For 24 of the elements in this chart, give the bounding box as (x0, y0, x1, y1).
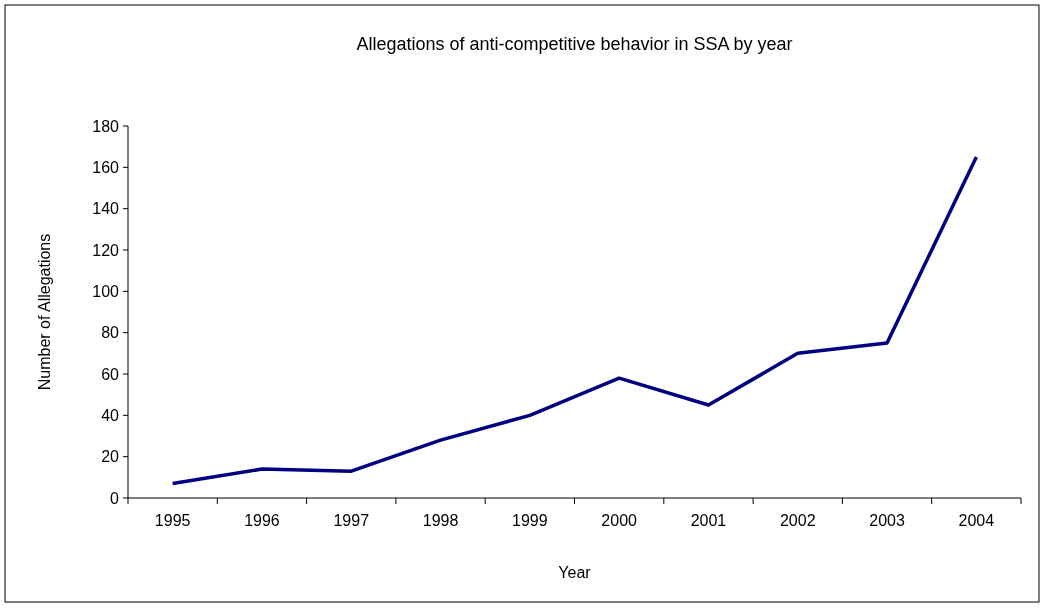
y-tick-label: 100 (92, 282, 120, 300)
x-axis-title: Year (558, 564, 592, 581)
y-tick-label: 160 (92, 158, 120, 176)
y-tick-label: 20 (101, 448, 120, 466)
y-tick-label: 0 (110, 489, 120, 507)
x-tick-label: 1996 (244, 512, 280, 529)
chart-title: Allegations of anti-competitive behavior in SSA by year (356, 34, 793, 54)
x-tick-label: 1999 (512, 512, 548, 529)
x-tick-label: 2004 (958, 512, 995, 529)
x-tick-label: 1997 (333, 512, 370, 529)
y-tick-label: 120 (92, 241, 120, 259)
x-tick-label: 2003 (869, 512, 905, 529)
x-tick-label: 1998 (422, 512, 459, 529)
y-tick-label: 80 (101, 324, 120, 342)
y-tick-label: 40 (101, 406, 120, 424)
x-tick-label: 2002 (779, 512, 816, 529)
y-axis-title: Number of Allegations (36, 233, 53, 391)
line-series (170, 155, 979, 486)
x-tick-label: 2001 (690, 512, 727, 529)
y-tick-label: 180 (92, 117, 120, 135)
x-tick-label: 1995 (154, 512, 191, 529)
y-tick-label: 140 (92, 200, 120, 218)
y-tick-label: 60 (101, 365, 120, 383)
x-tick-label: 2000 (601, 512, 638, 529)
